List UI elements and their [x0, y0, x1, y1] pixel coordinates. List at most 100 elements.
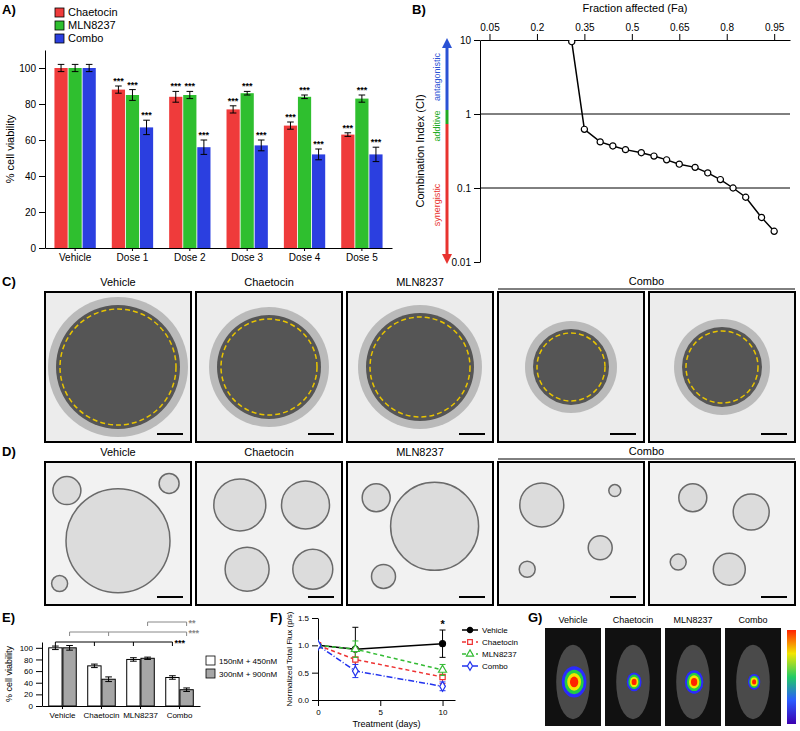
tick-label: Vehicle	[50, 711, 76, 720]
image	[347, 462, 493, 605]
caption: MLN8237	[673, 615, 712, 625]
marker	[569, 40, 575, 45]
x-axis: VehicleDose 1Dose 2Dose 3Dose 4Dose 5	[46, 248, 393, 263]
error-bar	[172, 91, 179, 102]
caption: Chaetocin	[244, 276, 294, 288]
tick: 20	[25, 207, 45, 218]
legend-label: Chaetocin	[68, 6, 118, 18]
line	[318, 645, 443, 686]
marker	[676, 161, 682, 167]
arrow	[446, 110, 449, 124]
marker	[318, 640, 321, 650]
error-bar	[169, 676, 176, 679]
panel-label: E)	[2, 610, 15, 625]
legend-marker	[466, 650, 473, 656]
tick-label: Dose 4	[289, 252, 321, 263]
tick: 0.1	[457, 183, 480, 194]
tick-label: 0.95	[765, 22, 785, 33]
tick-mark	[474, 188, 480, 189]
tick-label: 80	[24, 656, 33, 665]
axis-line	[480, 41, 481, 263]
marker	[717, 176, 723, 182]
tick-mark	[727, 34, 728, 40]
tick-label: Dose 5	[346, 252, 378, 263]
tick: 40	[25, 171, 45, 182]
tick: 0.35	[575, 22, 595, 40]
caption: Vehicle	[100, 276, 135, 288]
panel: C)VehicleChaetocinMLN8237Combo	[2, 274, 795, 442]
arrow	[446, 46, 449, 110]
tick-mark	[474, 114, 480, 115]
tick-label: Vehicle	[59, 252, 92, 263]
tick: 40	[24, 679, 42, 688]
annotation: ***	[242, 81, 253, 91]
error-bar	[440, 630, 446, 657]
error-bar	[345, 133, 352, 137]
tick-label: Dose 3	[231, 252, 263, 263]
bar	[49, 648, 62, 706]
tick: 100	[19, 63, 45, 74]
marker	[651, 153, 657, 159]
error-bar	[58, 64, 65, 71]
axis-line	[45, 51, 46, 249]
tick-label: 0	[30, 243, 36, 254]
caption-rule	[498, 289, 795, 290]
tick: Dose 3	[231, 248, 263, 263]
panel-label: G)	[528, 610, 542, 625]
legend-swatch	[55, 8, 64, 17]
tick-label: 10	[439, 708, 448, 717]
bar	[197, 147, 210, 248]
error-bar	[359, 95, 366, 102]
tick-label: Dose 2	[174, 252, 206, 263]
tick-label: 0.1	[457, 183, 471, 194]
tick-mark	[39, 68, 45, 69]
tick-label: 0.5	[298, 669, 310, 678]
tick-label: 0.8	[720, 22, 734, 33]
axis-title: Fraction affected (Fa)	[583, 2, 688, 14]
tick: 0.8	[720, 22, 734, 40]
tick-label: 0.5	[625, 22, 639, 33]
tick-mark	[247, 248, 248, 251]
bar	[180, 690, 193, 706]
annotation: synergistic	[432, 183, 442, 226]
image	[649, 462, 795, 605]
tick: Vehicle	[50, 706, 76, 720]
tick-label: 0.0	[298, 696, 310, 705]
image	[196, 462, 342, 605]
tick-mark	[679, 34, 680, 40]
legend-swatch	[55, 21, 64, 30]
tick-mark	[39, 248, 45, 249]
panel: G)VehicleChaetocinMLN8237Combo	[528, 610, 796, 726]
bracket-label: **	[189, 618, 197, 628]
panel-label: C)	[2, 274, 16, 289]
axis-title: % cell viability	[4, 114, 16, 183]
tick: 0.2	[530, 22, 544, 40]
error-bar	[373, 147, 380, 161]
tick-mark	[36, 694, 42, 695]
image	[649, 292, 795, 442]
caption: MLN8237	[396, 446, 444, 458]
error-bar	[91, 664, 98, 667]
error-bar	[130, 658, 137, 661]
marker	[597, 139, 603, 145]
axis-line	[43, 706, 201, 707]
annotation: ***	[185, 81, 196, 91]
tick: 1.0	[298, 641, 318, 650]
bar	[102, 679, 115, 706]
x-axis: VehicleChaetocinMLN8237Combo	[43, 706, 201, 720]
image	[545, 628, 601, 726]
marker	[351, 645, 359, 652]
reference-line	[480, 188, 790, 189]
panel: A)020406080100VehicleDose 1Dose 2Dose 3D…	[2, 2, 393, 263]
color-bar	[787, 630, 796, 724]
y-axis: 020406080100	[20, 643, 43, 712]
plot-area	[54, 64, 382, 248]
error-bar	[72, 64, 79, 71]
tick: Dose 5	[346, 248, 378, 263]
tick-label: 1.5	[298, 614, 310, 623]
tick-mark	[489, 34, 490, 40]
error-bar	[144, 657, 151, 659]
tick-label: MLN8237	[123, 711, 158, 720]
tick-mark	[361, 248, 362, 251]
axis-title: % cell viability	[4, 645, 14, 702]
